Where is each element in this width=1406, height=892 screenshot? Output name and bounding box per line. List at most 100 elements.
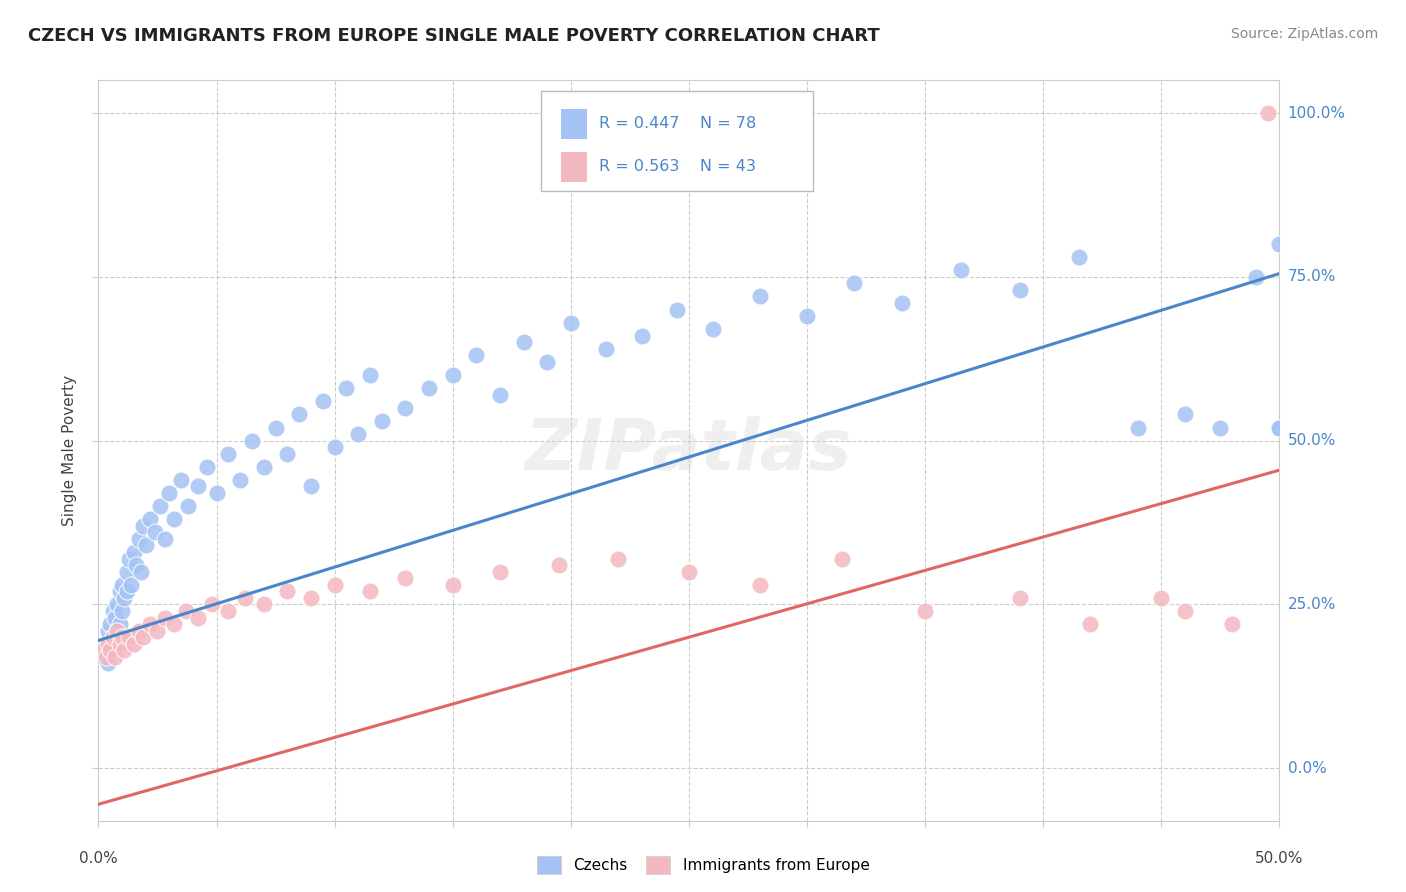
Point	[101, 630, 124, 644]
Point	[949, 263, 972, 277]
Point	[299, 479, 322, 493]
Point	[98, 643, 121, 657]
Point	[914, 604, 936, 618]
Point	[101, 630, 124, 644]
Point	[666, 302, 689, 317]
Point	[240, 434, 263, 448]
Point	[548, 558, 571, 573]
Point	[108, 617, 131, 632]
Y-axis label: Single Male Poverty: Single Male Poverty	[62, 375, 77, 526]
Legend: Czechs, Immigrants from Europe: Czechs, Immigrants from Europe	[530, 850, 876, 880]
Point	[157, 486, 180, 500]
Point	[170, 473, 193, 487]
Point	[104, 610, 127, 624]
Text: 100.0%: 100.0%	[1288, 105, 1346, 120]
Point	[335, 381, 357, 395]
Text: R = 0.563    N = 43: R = 0.563 N = 43	[599, 160, 756, 175]
Point	[1257, 106, 1279, 120]
Text: CZECH VS IMMIGRANTS FROM EUROPE SINGLE MALE POVERTY CORRELATION CHART: CZECH VS IMMIGRANTS FROM EUROPE SINGLE M…	[28, 27, 880, 45]
Point	[91, 649, 114, 664]
Point	[97, 657, 120, 671]
FancyBboxPatch shape	[561, 109, 588, 139]
Point	[359, 584, 381, 599]
Point	[153, 532, 176, 546]
Text: 50.0%: 50.0%	[1256, 851, 1303, 866]
Point	[229, 473, 252, 487]
Point	[112, 643, 135, 657]
Point	[128, 624, 150, 638]
Point	[129, 565, 152, 579]
Point	[630, 328, 652, 343]
Point	[536, 355, 558, 369]
Point	[112, 591, 135, 605]
Point	[122, 545, 145, 559]
Text: 0.0%: 0.0%	[1288, 761, 1326, 776]
Point	[115, 565, 138, 579]
Point	[149, 499, 172, 513]
Point	[489, 388, 512, 402]
Point	[98, 643, 121, 657]
Point	[276, 584, 298, 599]
Point	[187, 479, 209, 493]
Point	[132, 518, 155, 533]
Point	[105, 624, 128, 638]
Point	[678, 565, 700, 579]
Text: 75.0%: 75.0%	[1288, 269, 1336, 285]
Text: Source: ZipAtlas.com: Source: ZipAtlas.com	[1230, 27, 1378, 41]
Point	[132, 630, 155, 644]
Point	[121, 578, 143, 592]
Point	[217, 447, 239, 461]
Point	[276, 447, 298, 461]
Point	[253, 459, 276, 474]
Point	[1008, 591, 1031, 605]
Point	[299, 591, 322, 605]
Point	[177, 499, 200, 513]
Point	[153, 610, 176, 624]
Point	[347, 427, 370, 442]
Point	[441, 578, 464, 592]
Point	[98, 617, 121, 632]
Point	[101, 604, 124, 618]
Point	[139, 617, 162, 632]
Point	[104, 649, 127, 664]
Point	[1174, 604, 1197, 618]
Point	[163, 617, 186, 632]
Point	[748, 289, 770, 303]
Point	[1067, 250, 1090, 264]
Text: 50.0%: 50.0%	[1288, 434, 1336, 448]
Point	[97, 624, 120, 638]
Point	[796, 309, 818, 323]
FancyBboxPatch shape	[561, 153, 588, 182]
FancyBboxPatch shape	[541, 91, 813, 191]
Point	[94, 637, 117, 651]
Point	[111, 604, 134, 618]
Point	[394, 401, 416, 415]
Point	[233, 591, 256, 605]
Point	[118, 630, 141, 644]
Point	[105, 624, 128, 638]
Point	[94, 649, 117, 664]
Point	[1126, 420, 1149, 434]
Point	[217, 604, 239, 618]
Point	[91, 643, 114, 657]
Point	[111, 578, 134, 592]
Text: ZIPatlas: ZIPatlas	[526, 416, 852, 485]
Point	[748, 578, 770, 592]
Point	[195, 459, 218, 474]
Point	[205, 486, 228, 500]
Text: R = 0.447    N = 78: R = 0.447 N = 78	[599, 117, 756, 131]
Point	[1268, 420, 1291, 434]
Point	[253, 598, 276, 612]
Point	[288, 408, 311, 422]
Point	[1080, 617, 1102, 632]
Point	[139, 512, 162, 526]
Point	[125, 558, 148, 573]
Point	[890, 296, 912, 310]
Point	[1268, 420, 1291, 434]
Point	[97, 637, 120, 651]
Point	[560, 316, 582, 330]
Point	[163, 512, 186, 526]
Point	[1220, 617, 1243, 632]
Point	[105, 598, 128, 612]
Point	[115, 584, 138, 599]
